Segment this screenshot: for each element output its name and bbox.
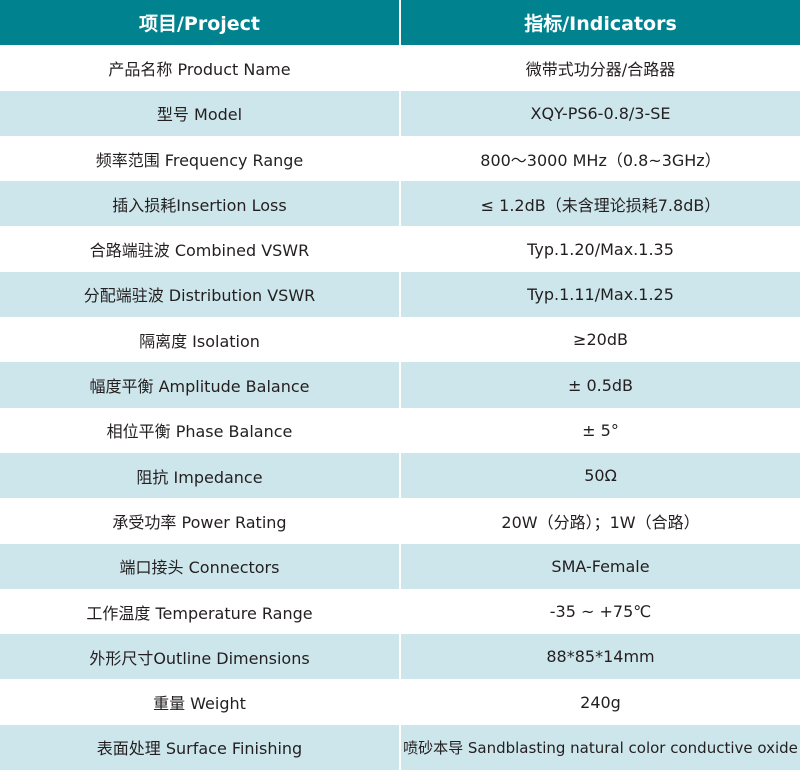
project-cell: 承受功率 Power Rating: [112, 512, 287, 532]
table-row: 产品名称 Product Name 微带式功分器/合路器: [0, 45, 800, 90]
project-cell: 外形尺寸Outline Dimensions: [0, 634, 399, 680]
indicator-cell: ± 5°: [582, 420, 619, 440]
indicator-cell: ≥20dB: [573, 330, 628, 350]
project-cell: 插入损耗Insertion Loss: [0, 181, 399, 227]
indicator-cell: 喷砂本导 Sandblasting natural color conducti…: [401, 724, 800, 770]
table-row: 外形尺寸Outline Dimensions 88*85*14mm: [0, 634, 800, 680]
table-row: 表面处理 Surface Finishing 喷砂本导 Sandblasting …: [0, 724, 800, 770]
table-row: 端口接头 Connectors SMA-Female: [0, 543, 800, 589]
project-cell: 阻抗 Impedance: [0, 452, 399, 499]
table-row: 合路端驻波 Combined VSWR Typ.1.20/Max.1.35: [0, 226, 800, 271]
project-cell: 幅度平衡 Amplitude Balance: [0, 362, 399, 408]
project-cell: 分配端驻波 Distribution VSWR: [0, 271, 399, 318]
table-row: 工作温度 Temperature Range -35 ~ +75℃: [0, 589, 800, 634]
project-cell: 频率范围 Frequency Range: [95, 150, 304, 170]
indicator-cell: Typ.1.20/Max.1.35: [527, 239, 674, 259]
indicator-cell: 240g: [580, 692, 621, 712]
table-row: 相位平衡 Phase Balance ± 5°: [0, 408, 800, 453]
table-row: 频率范围 Frequency Range 800～3000 MHz（0.8~3GH…: [0, 136, 800, 181]
project-cell: 产品名称 Product Name: [108, 59, 291, 79]
table-row: 隔离度 Isolation ≥20dB: [0, 317, 800, 362]
table-row: 幅度平衡 Amplitude Balance ± 0.5dB: [0, 362, 800, 408]
indicator-cell: ± 0.5dB: [401, 362, 800, 408]
indicator-cell: SMA-Female: [401, 543, 800, 589]
project-cell: 型号 Model: [0, 90, 399, 136]
table-row: 型号 Model XQY-PS6-0.8/3-SE: [0, 90, 800, 136]
table-row: 分配端驻波 Distribution VSWR Typ.1.11/Max.1.25: [0, 271, 800, 318]
indicator-cell: ≤ 1.2dB（未含理论损耗7.8dB）: [401, 181, 800, 227]
indicator-cell: 800～3000 MHz（0.8~3GHz）: [480, 150, 721, 170]
indicator-cell: 微带式功分器/合路器: [525, 59, 676, 79]
indicator-cell: 50Ω: [401, 452, 800, 499]
table-row: 阻抗 Impedance 50Ω: [0, 452, 800, 499]
project-cell: 重量 Weight: [153, 694, 246, 714]
project-cell: 合路端驻波 Combined VSWR: [89, 241, 310, 261]
project-cell: 表面处理 Surface Finishing: [0, 724, 399, 770]
indicator-cell: 88*85*14mm: [401, 634, 800, 680]
table-row: 插入损耗Insertion Loss ≤ 1.2dB（未含理论损耗7.8dB）: [0, 181, 800, 227]
table-row: 承受功率 Power Rating 20W（分路）；1W（合路）: [0, 498, 800, 543]
indicator-cell: XQY-PS6-0.8/3-SE: [401, 90, 800, 136]
indicator-cell: -35 ~ +75℃: [549, 602, 652, 621]
project-cell: 端口接头 Connectors: [0, 543, 399, 589]
table-row: 重量 Weight 240g: [0, 679, 800, 724]
project-cell: 隔离度 Isolation: [139, 331, 260, 351]
indicator-cell: 20W（分路）；1W（合路）: [501, 512, 700, 532]
project-cell: 工作温度 Temperature Range: [86, 603, 313, 623]
header-project: 项目/Project: [0, 0, 399, 46]
header-indicators: 指标/Indicators: [401, 0, 800, 46]
project-cell: 相位平衡 Phase Balance: [106, 422, 293, 442]
indicator-cell: Typ.1.11/Max.1.25: [401, 271, 800, 318]
table-header: 项目/Project 指标/Indicators: [0, 0, 800, 46]
